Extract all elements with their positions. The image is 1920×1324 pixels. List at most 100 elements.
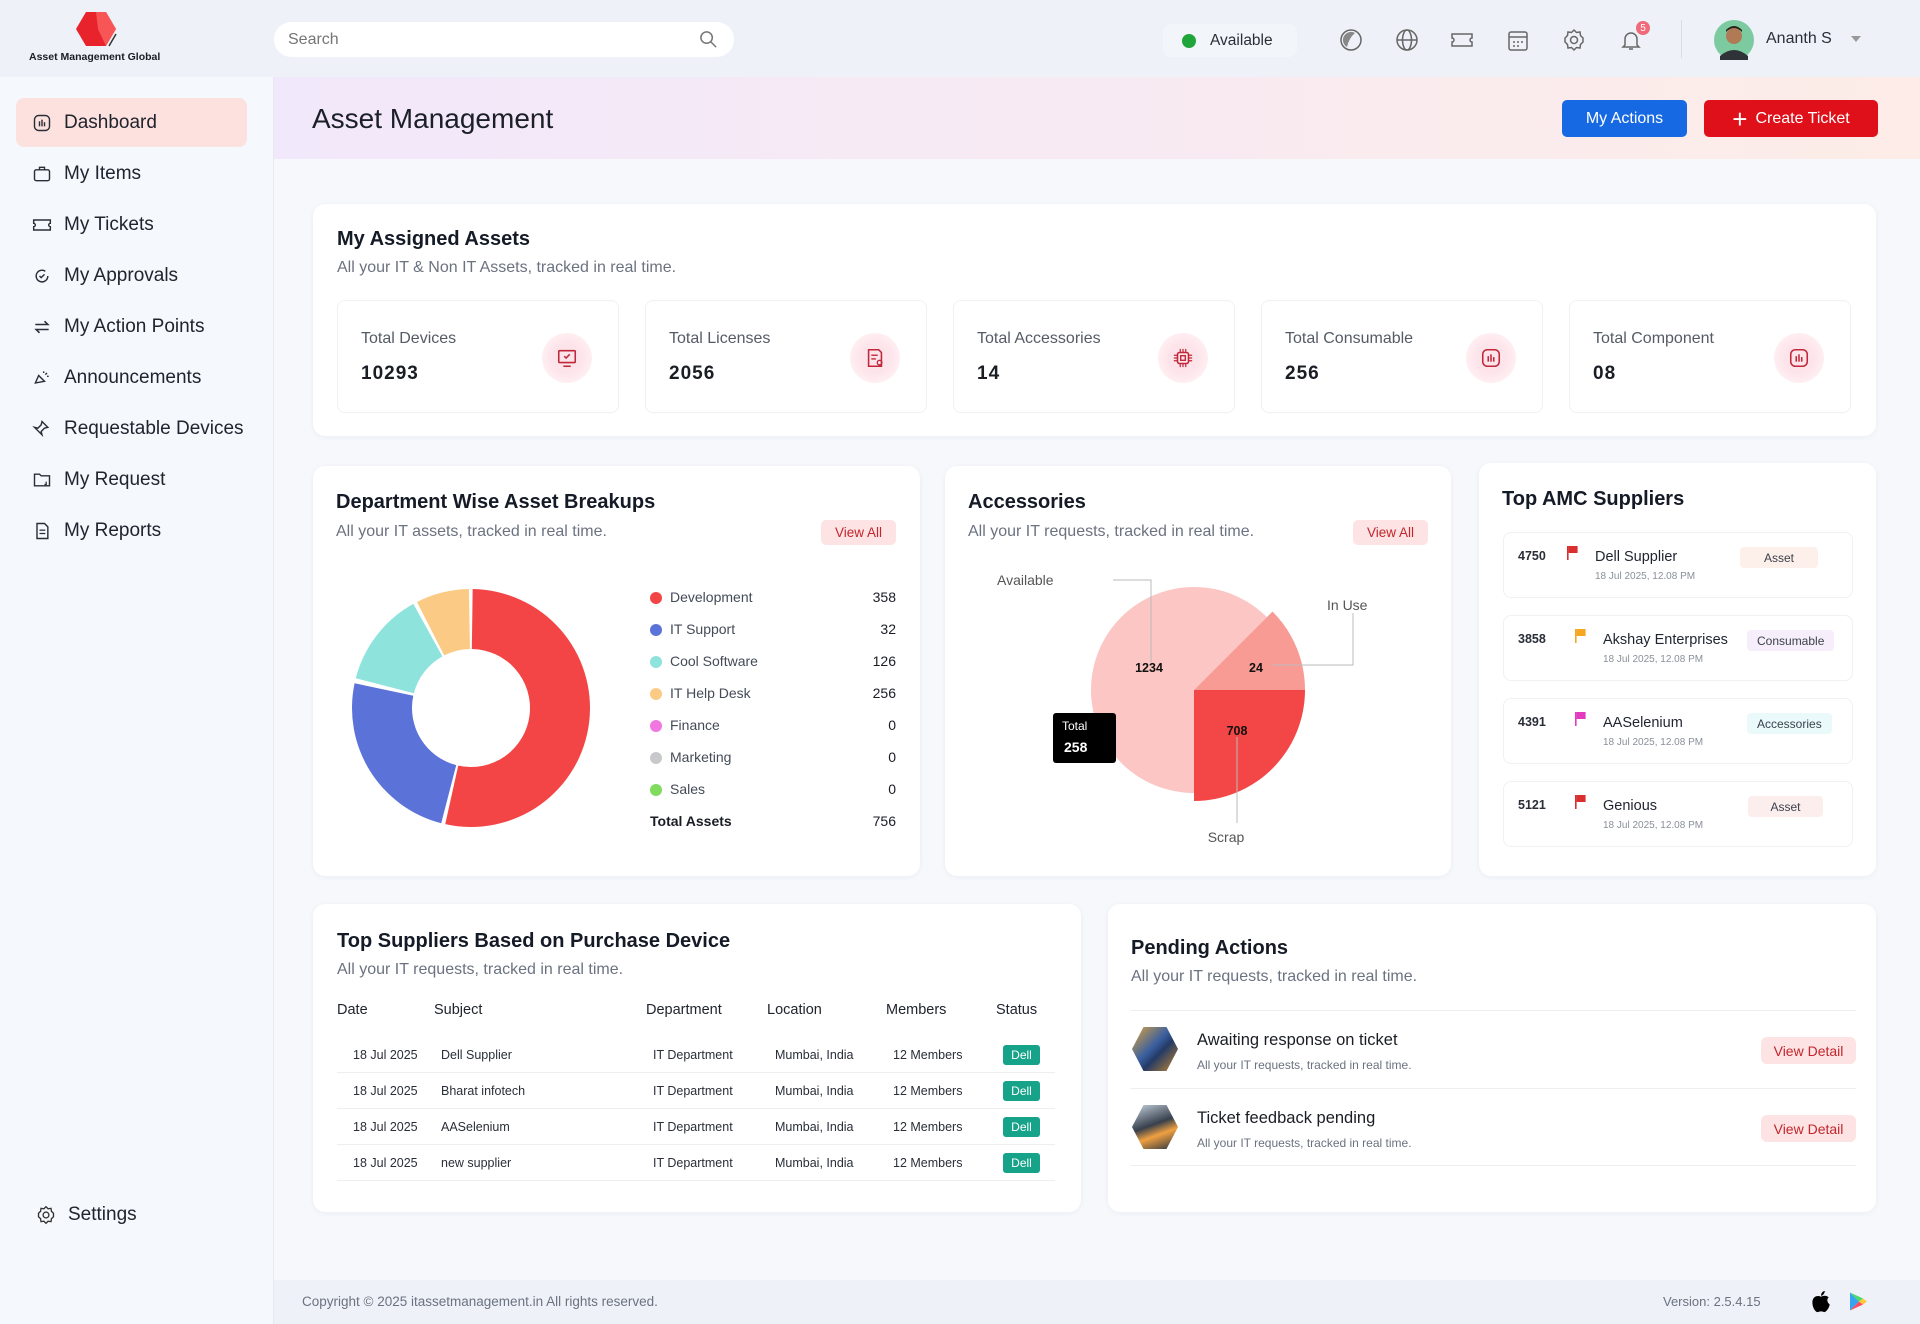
- pie-total-tooltip: Total 258: [1053, 713, 1116, 763]
- briefcase-icon: [33, 166, 51, 181]
- column-header-department[interactable]: Department: [646, 1002, 722, 1018]
- legend-item-cool-software[interactable]: Cool Software 126: [650, 652, 896, 672]
- amc-supplier-item[interactable]: 4391 AASelenium 18 Jul 2025, 12.08 PM Acces…: [1503, 698, 1853, 764]
- my-actions-button[interactable]: My Actions: [1562, 100, 1687, 137]
- pie-slice-in-use[interactable]: [1194, 611, 1305, 690]
- search-bar[interactable]: [274, 22, 734, 57]
- search-input[interactable]: [288, 28, 688, 51]
- bell-icon[interactable]: [1619, 28, 1643, 52]
- view-detail-button[interactable]: View Detail: [1761, 1115, 1856, 1142]
- sidebar-item-my-reports[interactable]: My Reports: [16, 506, 247, 555]
- assigned-assets-subtitle: All your IT & Non IT Assets, tracked in …: [337, 259, 677, 276]
- play-store-icon[interactable]: [1849, 1291, 1867, 1312]
- legend-value: 0: [888, 749, 896, 765]
- pie-value-label: 1234: [1135, 661, 1163, 675]
- pending-action-item: Awaiting response on ticket All your IT r…: [1131, 1010, 1856, 1086]
- gear-icon[interactable]: [1562, 28, 1586, 52]
- ticket-icon[interactable]: [1450, 28, 1474, 52]
- globe-icon[interactable]: [1395, 28, 1419, 52]
- notification-badge: 5: [1636, 21, 1650, 35]
- column-header-date[interactable]: Date: [337, 1002, 368, 1018]
- logo-hexagon-icon: [76, 12, 117, 47]
- stat-card-total-accessories[interactable]: Total Accessories 14: [953, 300, 1235, 413]
- sidebar-item-label: My Tickets: [64, 213, 154, 235]
- cell-members: 12 Members: [893, 1120, 963, 1134]
- sidebar: [0, 77, 274, 1324]
- cell-members: 12 Members: [893, 1048, 963, 1062]
- cell-date: 18 Jul 2025: [353, 1084, 418, 1098]
- column-header-location[interactable]: Location: [767, 1002, 822, 1018]
- legend-label: Finance: [670, 717, 720, 733]
- legend-item-marketing[interactable]: Marketing 0: [650, 748, 896, 768]
- status-badge: Dell: [1003, 1081, 1040, 1101]
- stat-card-total-devices[interactable]: Total Devices 10293: [337, 300, 619, 413]
- column-header-subject[interactable]: Subject: [434, 1002, 483, 1018]
- calendar-icon[interactable]: [1506, 28, 1530, 52]
- table-row[interactable]: 18 Jul 2025 Bharat infotech IT Department M…: [337, 1073, 1055, 1109]
- sidebar-item-announcements[interactable]: Announcements: [16, 353, 247, 402]
- donut-slice-cool-software[interactable]: [355, 603, 443, 694]
- sidebar-item-requestable-devices[interactable]: Requestable Devices: [16, 404, 247, 453]
- legend-item-it-help-desk[interactable]: IT Help Desk 256: [650, 684, 896, 704]
- sidebar-item-my-request[interactable]: My Request: [16, 455, 247, 504]
- sidebar-item-label: My Reports: [64, 519, 162, 541]
- availability-status[interactable]: Available: [1163, 24, 1297, 57]
- view-detail-button[interactable]: View Detail: [1761, 1037, 1856, 1064]
- table-row[interactable]: 18 Jul 2025 new supplier IT Department Mumb…: [337, 1145, 1055, 1181]
- pie-slice-scrap[interactable]: [1194, 690, 1305, 801]
- sidebar-item-my-approvals[interactable]: My Approvals: [16, 251, 247, 300]
- sidebar-item-my-items[interactable]: My Items: [16, 149, 247, 198]
- legend-item-finance[interactable]: Finance 0: [650, 716, 896, 736]
- accessories-view-all-button[interactable]: View All: [1353, 520, 1428, 545]
- cell-department: IT Department: [653, 1048, 733, 1062]
- amc-id: 4750: [1518, 549, 1546, 563]
- pending-action-title: Ticket feedback pending: [1197, 1109, 1376, 1127]
- legend-label: IT Support: [670, 621, 736, 637]
- sidebar-item-label: My Approvals: [64, 264, 179, 286]
- donut-slice-it-help-desk[interactable]: [416, 589, 470, 656]
- amc-supplier-name: Genious: [1603, 798, 1658, 814]
- amc-date: 18 Jul 2025, 12.08 PM: [1603, 820, 1704, 831]
- top-bar: Asset Management Global Available 5 Anan…: [0, 0, 1920, 77]
- donut-slice-it-support[interactable]: [352, 683, 457, 824]
- sidebar-item-my-tickets[interactable]: My Tickets: [16, 200, 247, 249]
- page-title: Asset Management: [312, 103, 554, 134]
- table-row[interactable]: 18 Jul 2025 Dell Supplier IT Department Mum…: [337, 1037, 1055, 1073]
- legend-item-it-support[interactable]: IT Support 32: [650, 620, 896, 640]
- pie-slice-available[interactable]: [1091, 587, 1267, 793]
- logo[interactable]: Asset Management Global: [29, 8, 169, 66]
- stat-card-total-consumable[interactable]: Total Consumable 256: [1261, 300, 1543, 413]
- pie-category-label: In Use: [1327, 597, 1368, 613]
- pending-action-subtitle: All your IT requests, tracked in real ti…: [1197, 1058, 1412, 1072]
- sidebar-item-my-action-points[interactable]: My Action Points: [16, 302, 247, 351]
- theme-icon[interactable]: [1339, 28, 1363, 52]
- department-view-all-button[interactable]: View All: [821, 520, 896, 545]
- pending-action-title: Awaiting response on ticket: [1197, 1031, 1398, 1049]
- user-menu[interactable]: Ananth S: [1714, 20, 1874, 60]
- sidebar-item-dashboard[interactable]: Dashboard: [16, 98, 247, 147]
- table-row[interactable]: 18 Jul 2025 AASelenium IT Department Mumbai…: [337, 1109, 1055, 1145]
- caret-down-icon: [1851, 36, 1861, 42]
- legend-value: 0: [888, 781, 896, 797]
- column-header-members[interactable]: Members: [886, 1002, 947, 1018]
- amc-supplier-item[interactable]: 3858 Akshay Enterprises 18 Jul 2025, 12.08…: [1503, 615, 1853, 681]
- legend-item-development[interactable]: Development 358: [650, 588, 896, 608]
- create-ticket-button[interactable]: + Create Ticket: [1704, 100, 1878, 137]
- flag-icon: [1567, 546, 1578, 560]
- footer: Copyright © 2025 itassetmanagement.in Al…: [274, 1280, 1920, 1324]
- donut-slice-development[interactable]: [445, 589, 590, 827]
- legend-item-sales[interactable]: Sales 0: [650, 780, 896, 800]
- search-icon[interactable]: [699, 30, 718, 49]
- pie-leader-line: [1272, 613, 1354, 666]
- column-header-status[interactable]: Status: [996, 1002, 1038, 1018]
- legend-label: IT Help Desk: [670, 685, 751, 701]
- amc-supplier-item[interactable]: 4750 Dell Supplier 18 Jul 2025, 12.08 PM As…: [1503, 532, 1853, 598]
- sidebar-item-settings[interactable]: Settings: [36, 1204, 137, 1226]
- amc-supplier-item[interactable]: 5121 Genious 18 Jul 2025, 12.08 PM Asset: [1503, 781, 1853, 847]
- legend-value: 256: [872, 685, 896, 701]
- apple-icon[interactable]: [1811, 1290, 1831, 1313]
- stat-card-total-component[interactable]: Total Component 08: [1569, 300, 1851, 413]
- pie-category-label: Scrap: [1208, 829, 1245, 845]
- cell-location: Mumbai, India: [775, 1120, 854, 1134]
- stat-card-total-licenses[interactable]: Total Licenses 2056: [645, 300, 927, 413]
